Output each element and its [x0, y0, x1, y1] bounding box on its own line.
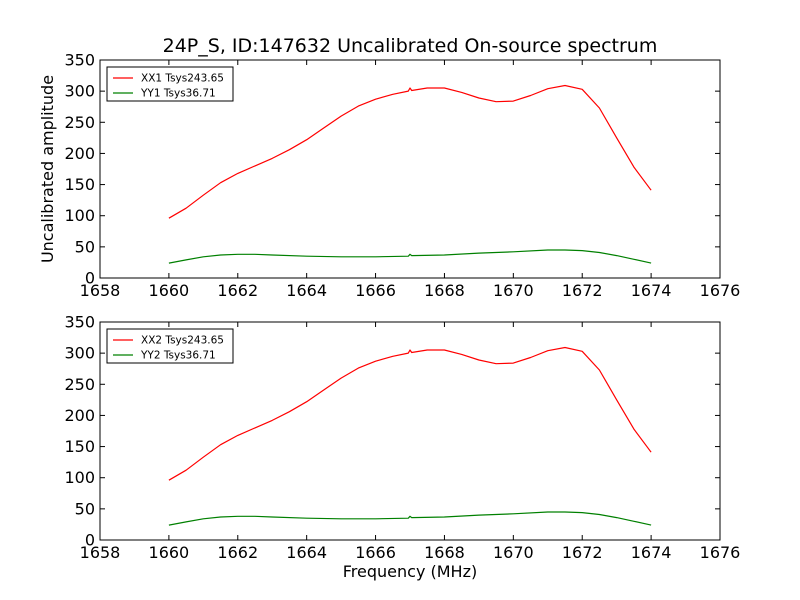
legend-label: XX1 Tsys243.65 — [141, 73, 224, 85]
y-tick-label: 250 — [64, 375, 95, 394]
y-tick-label: 150 — [64, 437, 95, 456]
x-tick-label: 1662 — [217, 543, 258, 562]
y-tick-label: 200 — [64, 406, 95, 425]
x-tick-label: 1676 — [700, 543, 741, 562]
x-tick-label: 1676 — [700, 281, 741, 300]
y-tick-label: 0 — [85, 269, 95, 288]
legend-box — [106, 66, 234, 102]
legend-box — [106, 328, 234, 364]
y-tick-label: 0 — [85, 531, 95, 550]
series-line — [168, 346, 652, 481]
y-tick-label: 300 — [64, 82, 95, 101]
x-tick-label: 1668 — [424, 543, 465, 562]
plot-frame — [99, 59, 721, 279]
y-tick-label: 100 — [64, 468, 95, 487]
legend-label: XX2 Tsys243.65 — [141, 335, 224, 347]
x-tick-label: 1662 — [217, 281, 258, 300]
x-tick-label: 1674 — [631, 281, 672, 300]
y-tick-label: 250 — [64, 113, 95, 132]
x-tick-label: 1666 — [355, 543, 396, 562]
x-tick-label: 1672 — [562, 281, 603, 300]
x-tick-label: 1660 — [149, 281, 190, 300]
y-tick-label: 50 — [75, 499, 95, 518]
x-tick-label: 1666 — [355, 281, 396, 300]
y-tick-label: 300 — [64, 344, 95, 363]
legend: XX1 Tsys243.65 YY1 Tsys36.71 — [106, 66, 234, 102]
x-tick-label: 1674 — [631, 543, 672, 562]
x-axis-label: Frequency (MHz) — [343, 562, 477, 581]
chart-title: 24P_S, ID:147632 Uncalibrated On-source … — [163, 35, 658, 57]
x-tick-label: 1670 — [493, 543, 534, 562]
x-tick-label: 1660 — [149, 543, 190, 562]
legend: XX2 Tsys243.65 YY2 Tsys36.71 — [106, 328, 234, 364]
series-line — [168, 84, 652, 219]
y-axis-label: Uncalibrated amplitude — [38, 75, 57, 263]
x-tick-label: 1664 — [286, 281, 327, 300]
x-tick-label: 1672 — [562, 543, 603, 562]
y-tick-label: 350 — [64, 313, 95, 332]
legend-label: YY2 Tsys36.71 — [140, 350, 216, 362]
x-tick-label: 1670 — [493, 281, 534, 300]
y-tick-label: 100 — [64, 206, 95, 225]
x-tick-label: 1664 — [286, 543, 327, 562]
y-tick-label: 350 — [64, 51, 95, 70]
y-tick-label: 200 — [64, 144, 95, 163]
legend-label: YY1 Tsys36.71 — [140, 88, 216, 100]
series-line — [168, 249, 652, 264]
series-line — [168, 511, 652, 526]
x-tick-label: 1668 — [424, 281, 465, 300]
bottom-subplot: 1658 1660 1662 1664 1666 1668 1670 1672 1674 1676… — [64, 313, 740, 563]
top-subplot: 1658 1660 1662 1664 1666 1668 1670 1672 1674 1676… — [64, 51, 740, 301]
plot-frame — [99, 321, 721, 541]
x-tick-label: 1658 — [80, 281, 121, 300]
y-tick-label: 50 — [75, 237, 95, 256]
y-tick-label: 150 — [64, 175, 95, 194]
x-tick-label: 1658 — [80, 543, 121, 562]
